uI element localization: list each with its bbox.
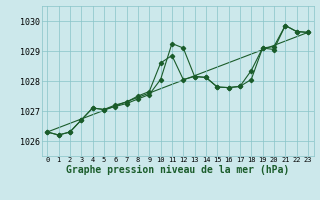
X-axis label: Graphe pression niveau de la mer (hPa): Graphe pression niveau de la mer (hPa) [66, 165, 289, 175]
